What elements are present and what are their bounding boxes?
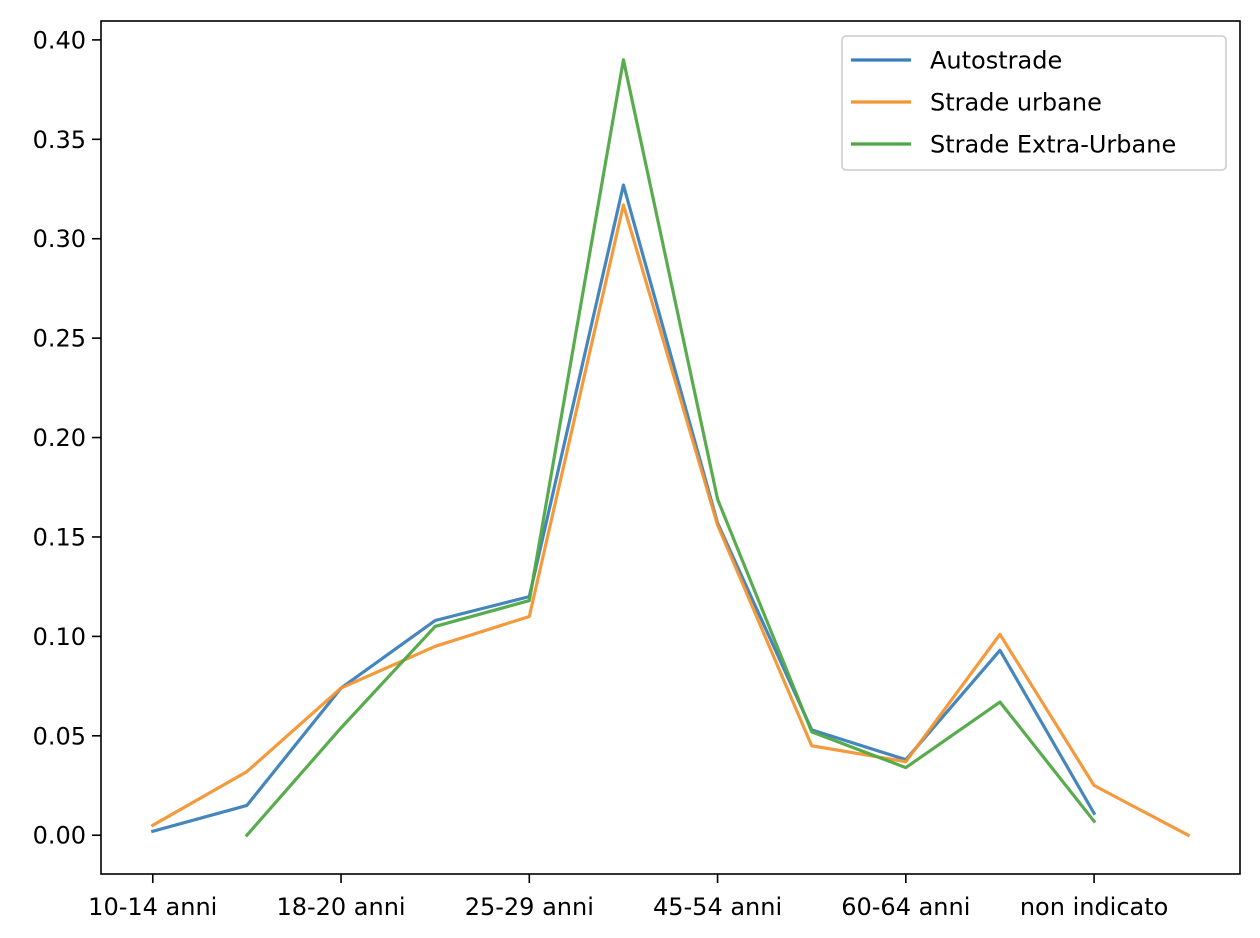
legend-label: Autostrade <box>930 47 1062 75</box>
x-tick-label: 60-64 anni <box>841 893 970 921</box>
y-tick-label: 0.05 <box>33 722 86 750</box>
x-tick-label: 45-54 anni <box>653 893 782 921</box>
y-tick-label: 0.15 <box>33 523 86 551</box>
x-tick-label: 10-14 anni <box>88 893 217 921</box>
legend-label: Strade urbane <box>930 89 1102 117</box>
series-line-2 <box>150 203 1191 838</box>
x-tick-label: 18-20 anni <box>276 893 405 921</box>
x-axis: 10-14 anni 18-20 anni 25-29 anni 45-54 anni… <box>88 874 1168 921</box>
y-tick-label: 0.30 <box>33 225 86 253</box>
plot-lines <box>150 58 1191 838</box>
y-tick-label: 0.40 <box>33 26 86 54</box>
legend-label: Strade Extra-Urbane <box>930 131 1176 159</box>
series-line-1 <box>150 183 1097 834</box>
y-axis: 0.00 0.05 0.10 0.15 0.20 0.25 0.30 0.35 0.40 <box>33 26 101 850</box>
x-tick-label: non indicato <box>1020 893 1169 921</box>
y-tick-label: 0.35 <box>33 126 86 154</box>
axes-frame <box>100 20 1241 875</box>
y-tick-label: 0.00 <box>33 822 86 850</box>
y-tick-label: 0.10 <box>33 623 86 651</box>
y-tick-label: 0.25 <box>33 325 86 353</box>
legend-box <box>841 35 1227 171</box>
y-tick-label: 0.20 <box>33 424 86 452</box>
series-line-3 <box>244 58 1097 838</box>
x-tick-label: 25-29 anni <box>465 893 594 921</box>
legend: Autostrade Strade urbane Strade Extra-Urba… <box>841 35 1227 171</box>
